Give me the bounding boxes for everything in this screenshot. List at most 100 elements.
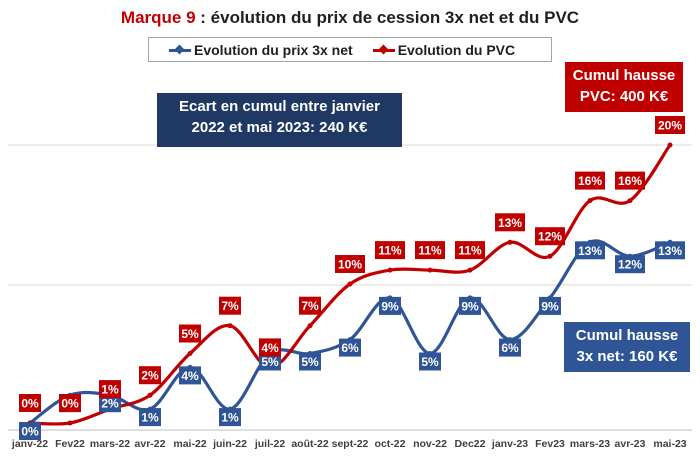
data-label-net: 12% bbox=[618, 258, 642, 272]
data-label-box-pvc bbox=[19, 394, 41, 412]
data-label-box-net bbox=[99, 394, 121, 413]
callout-cumul-pvc: Cumul hausse PVC: 400 K€ bbox=[565, 62, 683, 112]
x-tick-label: juil-22 bbox=[254, 438, 286, 450]
data-label-net: 2% bbox=[101, 397, 119, 411]
data-label-pvc: 16% bbox=[618, 174, 642, 188]
chart-title-rest: : évolution du prix de cession 3x net et… bbox=[195, 8, 580, 27]
data-label-pvc: 1% bbox=[101, 383, 119, 397]
x-tick-label: mai-23 bbox=[653, 438, 686, 450]
data-label-pvc: 16% bbox=[578, 174, 602, 188]
data-point-pvc bbox=[67, 420, 73, 426]
data-label-net: 13% bbox=[578, 244, 602, 258]
data-label-net: 1% bbox=[141, 411, 159, 425]
data-label-net: 1% bbox=[221, 411, 239, 425]
x-tick-label: nov-22 bbox=[413, 438, 447, 450]
data-label-pvc: 11% bbox=[418, 244, 442, 258]
x-tick-label: avr-23 bbox=[615, 438, 646, 450]
data-label-box-pvc bbox=[575, 171, 605, 190]
callout-pvc-line2: PVC: 400 K€ bbox=[579, 88, 669, 105]
data-label-box-net bbox=[655, 241, 685, 260]
data-label-box-net bbox=[219, 408, 241, 427]
callout-3x-line1: Cumul hausse bbox=[575, 327, 679, 344]
data-label-pvc: 12% bbox=[538, 230, 562, 244]
data-label-box-pvc bbox=[299, 296, 321, 315]
data-label-pvc: 20% bbox=[658, 119, 682, 133]
data-label-box-pvc bbox=[655, 116, 685, 134]
data-label-box-pvc bbox=[139, 366, 161, 385]
callout-cumul-3x-net: Cumul hausse 3x net: 160 K€ bbox=[564, 322, 690, 372]
x-tick-label: janv-22 bbox=[11, 438, 48, 450]
data-point-pvc bbox=[387, 267, 393, 273]
data-point-pvc bbox=[227, 323, 233, 329]
data-label-net: 4% bbox=[181, 369, 199, 383]
data-point-pvc bbox=[507, 239, 513, 245]
data-label-box-pvc bbox=[455, 241, 485, 260]
data-label-box-net bbox=[499, 338, 521, 357]
x-tick-label: avr-22 bbox=[135, 438, 166, 450]
chart-title-brand: Marque 9 bbox=[120, 8, 196, 27]
data-label-net: 9% bbox=[381, 299, 399, 313]
data-label-box-pvc bbox=[99, 380, 121, 399]
legend-swatch-red bbox=[372, 44, 395, 56]
x-tick-label: Fev22 bbox=[55, 438, 85, 450]
data-label-net: 5% bbox=[261, 355, 279, 369]
data-label-box-net bbox=[179, 366, 201, 385]
data-label-net: 5% bbox=[301, 355, 319, 369]
data-label-pvc: 0% bbox=[21, 397, 39, 411]
data-label-box-net bbox=[379, 296, 401, 315]
data-label-net: 6% bbox=[341, 341, 359, 355]
data-label-pvc: 11% bbox=[378, 244, 402, 258]
data-point-pvc bbox=[587, 198, 593, 204]
callout-3x-line2: 3x net: 160 K€ bbox=[576, 348, 678, 365]
callout-pvc-line1: Cumul hausse bbox=[572, 67, 676, 84]
data-point-pvc bbox=[427, 267, 433, 273]
data-label-pvc: 0% bbox=[61, 397, 79, 411]
data-point-pvc bbox=[347, 281, 353, 287]
data-label-pvc: 7% bbox=[301, 299, 319, 313]
x-tick-label: Fev23 bbox=[535, 438, 565, 450]
data-label-box-net bbox=[419, 352, 441, 371]
data-label-box-net bbox=[19, 422, 41, 440]
data-point-pvc bbox=[147, 392, 153, 398]
x-tick-label: mai-22 bbox=[173, 438, 206, 450]
data-label-box-pvc bbox=[415, 241, 445, 260]
data-label-box-pvc bbox=[335, 255, 365, 273]
data-label-box-net bbox=[459, 296, 481, 315]
data-label-box-pvc bbox=[179, 324, 201, 343]
x-tick-label: sept-22 bbox=[332, 438, 369, 450]
data-label-box-net bbox=[615, 255, 645, 274]
data-label-box-pvc bbox=[495, 213, 525, 232]
callout-ecart-line1: Ecart en cumul entre janvier bbox=[179, 98, 380, 115]
data-label-box-net bbox=[139, 408, 161, 427]
data-label-pvc: 2% bbox=[141, 369, 159, 383]
data-label-pvc: 11% bbox=[458, 244, 482, 258]
legend-item-pvc: Evolution du PVC bbox=[372, 42, 515, 58]
data-label-box-net bbox=[575, 241, 605, 260]
data-point-pvc bbox=[627, 198, 633, 204]
data-point-pvc bbox=[307, 323, 313, 329]
data-label-box-net bbox=[299, 352, 321, 371]
data-label-pvc: 7% bbox=[221, 299, 239, 313]
data-label-box-pvc bbox=[259, 338, 281, 357]
data-label-box-pvc bbox=[615, 171, 645, 190]
x-tick-label: août-22 bbox=[291, 438, 329, 450]
data-label-net: 13% bbox=[658, 244, 682, 258]
x-tick-label: mars-22 bbox=[90, 438, 130, 450]
data-label-net: 5% bbox=[421, 355, 439, 369]
legend-label-3x-net: Evolution du prix 3x net bbox=[194, 41, 353, 58]
data-point-pvc bbox=[667, 142, 673, 148]
legend-swatch-blue bbox=[169, 44, 191, 56]
data-label-net: 9% bbox=[541, 299, 559, 313]
data-point-pvc bbox=[467, 267, 473, 273]
callout-ecart-cumul: Ecart en cumul entre janvier 2022 et mai… bbox=[157, 93, 402, 147]
data-label-box-pvc bbox=[59, 394, 81, 412]
data-label-box-pvc bbox=[375, 241, 405, 260]
data-point-pvc bbox=[187, 351, 193, 356]
data-label-net: 9% bbox=[461, 299, 479, 313]
x-tick-label: juin-22 bbox=[212, 438, 247, 450]
data-label-pvc: 5% bbox=[181, 327, 199, 341]
legend-item-3x-net: Evolution du prix 3x net bbox=[169, 42, 353, 58]
data-label-pvc: 10% bbox=[338, 258, 362, 272]
